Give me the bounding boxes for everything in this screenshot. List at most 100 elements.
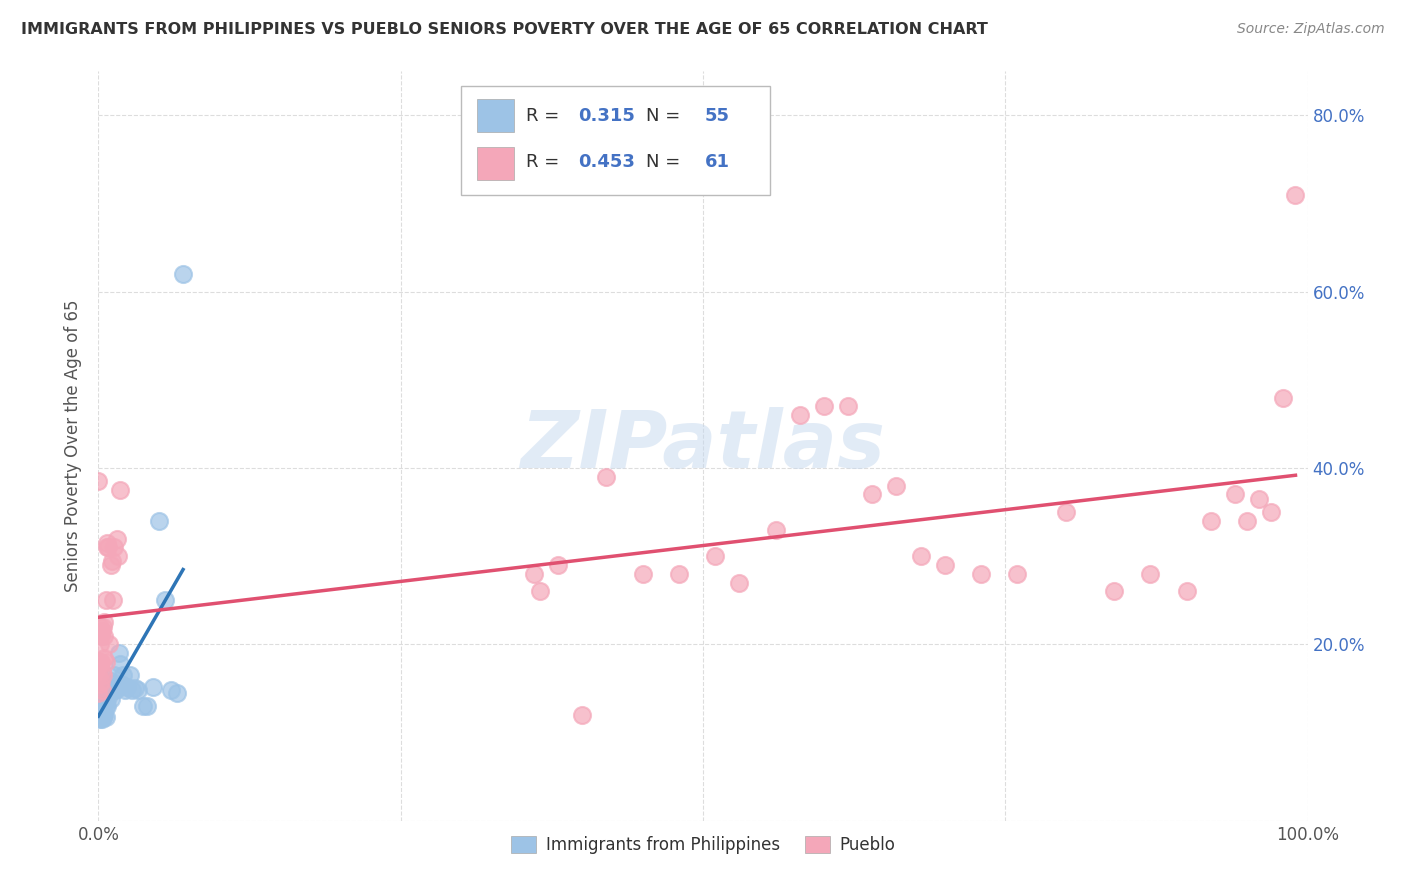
Point — [100, 692, 122, 706]
Point — [970, 566, 993, 581]
Point — [94, 699, 117, 714]
Point — [89, 686, 111, 700]
Point — [910, 549, 932, 564]
Point — [728, 575, 751, 590]
Legend: Immigrants from Philippines, Pueblo: Immigrants from Philippines, Pueblo — [503, 830, 903, 861]
Point — [94, 593, 117, 607]
Point — [148, 514, 170, 528]
Point — [93, 650, 115, 665]
Point — [91, 668, 114, 682]
Point — [100, 677, 122, 691]
Point — [89, 695, 111, 709]
Y-axis label: Seniors Poverty Over the Age of 65: Seniors Poverty Over the Age of 65 — [65, 300, 83, 592]
Text: Source: ZipAtlas.com: Source: ZipAtlas.com — [1237, 22, 1385, 37]
Point — [103, 541, 125, 555]
Point — [97, 541, 120, 555]
Point — [90, 701, 112, 715]
Point — [547, 558, 569, 572]
Point — [93, 686, 115, 700]
Point — [860, 487, 883, 501]
Point — [1249, 491, 1271, 506]
Point — [96, 536, 118, 550]
Point — [87, 707, 110, 722]
Point — [172, 267, 194, 281]
Point — [571, 707, 593, 722]
Point — [837, 400, 859, 414]
Point — [87, 690, 110, 705]
Point — [91, 697, 114, 711]
Point — [101, 593, 124, 607]
Point — [91, 683, 114, 698]
Point — [91, 712, 114, 726]
Point — [98, 683, 121, 698]
Point — [107, 549, 129, 564]
Point — [1284, 187, 1306, 202]
Point — [108, 657, 131, 671]
Point — [96, 699, 118, 714]
Point — [1139, 566, 1161, 581]
Point — [93, 698, 115, 712]
Point — [96, 541, 118, 555]
Point — [108, 646, 131, 660]
Point — [765, 523, 787, 537]
Point — [89, 712, 111, 726]
Point — [1272, 391, 1295, 405]
Point — [100, 558, 122, 572]
Point — [91, 692, 114, 706]
Point — [97, 690, 120, 705]
Point — [124, 681, 146, 696]
Point — [105, 532, 128, 546]
Point — [103, 668, 125, 682]
Point — [98, 637, 121, 651]
Point — [89, 620, 111, 634]
Point — [1236, 514, 1258, 528]
Point — [107, 681, 129, 696]
Point — [96, 686, 118, 700]
Point — [813, 400, 835, 414]
Point — [118, 668, 141, 682]
Text: IMMIGRANTS FROM PHILIPPINES VS PUEBLO SENIORS POVERTY OVER THE AGE OF 65 CORRELA: IMMIGRANTS FROM PHILIPPINES VS PUEBLO SE… — [21, 22, 988, 37]
Point — [142, 680, 165, 694]
Point — [91, 703, 114, 717]
Point — [529, 584, 551, 599]
Point — [595, 470, 617, 484]
Point — [631, 566, 654, 581]
Point — [87, 668, 110, 682]
Point — [1054, 505, 1077, 519]
Point — [87, 475, 110, 489]
Point — [104, 683, 127, 698]
Point — [94, 655, 117, 669]
Point — [110, 677, 132, 691]
Point — [90, 692, 112, 706]
Point — [89, 655, 111, 669]
Point — [90, 709, 112, 723]
Point — [91, 624, 114, 639]
Point — [135, 699, 157, 714]
Point — [89, 703, 111, 717]
Point — [90, 674, 112, 689]
Point — [100, 553, 122, 567]
Point — [166, 686, 188, 700]
Point — [127, 683, 149, 698]
Text: ZIPatlas: ZIPatlas — [520, 407, 886, 485]
Point — [111, 668, 134, 682]
Point — [100, 674, 122, 689]
Point — [117, 680, 139, 694]
Point — [90, 683, 112, 698]
Point — [89, 637, 111, 651]
Point — [93, 628, 115, 642]
Point — [108, 483, 131, 497]
Point — [934, 558, 956, 572]
Point — [114, 683, 136, 698]
Point — [132, 699, 155, 714]
Point — [90, 655, 112, 669]
Point — [789, 408, 811, 422]
Point — [523, 566, 546, 581]
Point — [89, 677, 111, 691]
Point — [105, 680, 128, 694]
Point — [1102, 584, 1125, 599]
Point — [101, 683, 124, 698]
Point — [121, 683, 143, 698]
Point — [1175, 584, 1198, 599]
Point — [91, 686, 114, 700]
